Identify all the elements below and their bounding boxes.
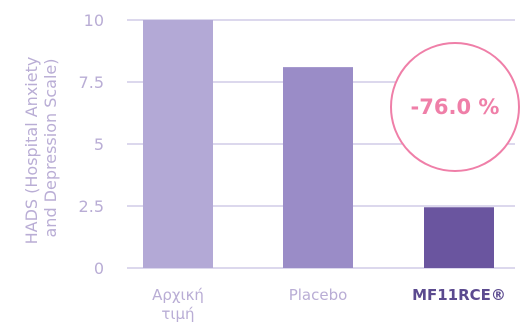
y-tick-label: 2.5 [79,197,104,216]
x-tick-label: Placebo [289,286,348,304]
x-tick-label: Αρχική τιμή [152,286,204,323]
x-tick-label: MF11RCE® [412,286,506,304]
annotation-circle [390,42,520,172]
y-tick-labels: 0 2.5 5 7.5 10 [79,11,104,278]
bar-3 [424,207,494,268]
bars [143,20,494,269]
y-axis-label: HADS (Hospital Anxiety and Depression Sc… [22,52,60,245]
reduction-annotation: -76.0 % [390,42,520,172]
y-tick-label: 10 [84,11,104,30]
y-tick-label: 7.5 [79,73,104,92]
x-tick-label-line: τιμή [161,305,194,323]
bar-2 [283,67,353,269]
x-tick-labels: Αρχική τιμή Placebo MF11RCE® [152,286,506,323]
y-tick-label: 5 [94,135,104,154]
y-tick-label: 0 [94,259,104,278]
bar-1 [143,20,213,268]
x-tick-label-line: MF11RCE® [412,286,506,304]
x-tick-label-line: Αρχική [152,286,204,304]
y-axis-label-line-1: HADS (Hospital Anxiety [22,57,41,245]
y-axis-label-line-2: and Depression Scale) [41,59,60,238]
x-tick-label-line: Placebo [289,286,348,304]
annotation-text: -76.0 % [411,95,500,119]
